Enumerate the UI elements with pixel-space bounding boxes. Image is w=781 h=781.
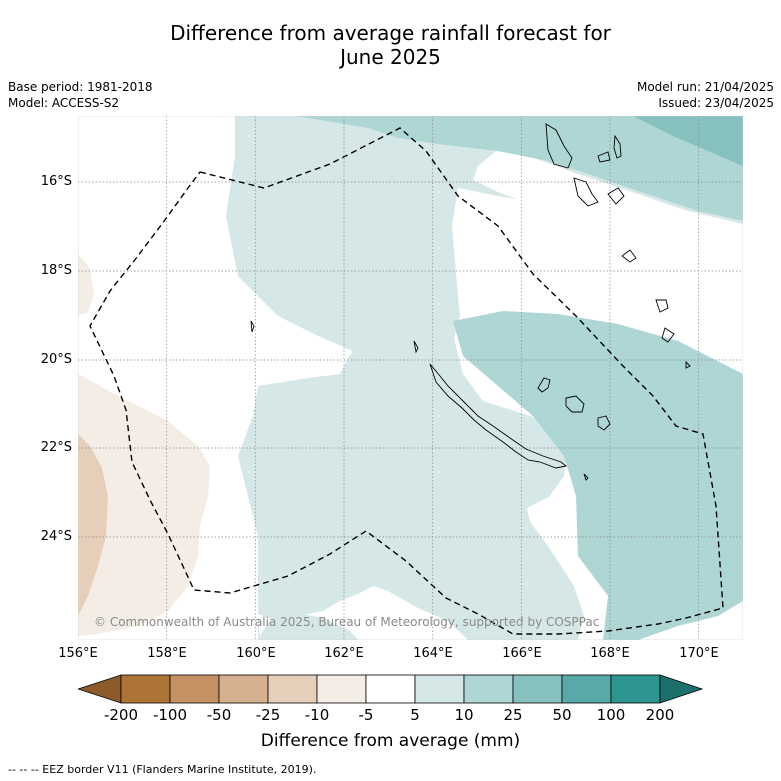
rainfall-map: © Commonwealth of Australia 2025, Bureau… xyxy=(78,116,743,640)
new-caledonia-coastline xyxy=(429,363,568,469)
colorbar-segment xyxy=(218,674,269,704)
model-run-text: Model run: 21/04/2025 xyxy=(636,80,774,94)
lon-label-162e: 162°E xyxy=(324,646,364,661)
lat-label-24s: 24°S xyxy=(40,529,72,544)
colorbar-tick-200: 200 xyxy=(645,706,675,724)
loyalty-island-3 xyxy=(597,415,611,431)
colorbar-tick-50: 50 xyxy=(552,706,572,724)
map-gridlines xyxy=(78,116,743,640)
vanuatu-espiritu-santo xyxy=(545,123,573,169)
lon-label-168e: 168°E xyxy=(590,646,630,661)
map-title-line-2: June 2025 xyxy=(340,45,441,69)
colorbar-segment xyxy=(463,674,514,704)
vanuatu-island-2 xyxy=(613,134,622,159)
lat-label-22s: 22°S xyxy=(40,440,72,455)
anomaly-region-minus-25-to-minus-10 xyxy=(78,434,108,616)
vanuatu-island-5 xyxy=(607,187,625,205)
colorbar-extend-low xyxy=(78,674,122,704)
colorbar-tick-25: 25 xyxy=(503,706,523,724)
colorbar-segment xyxy=(365,674,416,704)
lon-label-164e: 164°E xyxy=(413,646,453,661)
map-title-line-1: Difference from average rainfall forecas… xyxy=(170,21,611,45)
colorbar-tick-minus-10: -10 xyxy=(304,706,330,724)
small-island-south xyxy=(583,473,589,481)
anomaly-region-5-to-10-south xyxy=(258,612,358,640)
colorbar-label: Difference from average (mm) xyxy=(260,731,521,751)
eez-border xyxy=(89,127,724,635)
colorbar-segment xyxy=(561,674,612,704)
loyalty-island-2 xyxy=(565,395,585,413)
colorbar-tick-100: 100 xyxy=(596,706,626,724)
issued-text: Issued: 23/04/2025 xyxy=(658,96,774,110)
colorbar-segment xyxy=(414,674,465,704)
base-period-text: Base period: 1981-2018 xyxy=(8,80,153,94)
lon-label-160e: 160°E xyxy=(236,646,276,661)
model-text: Model: ACCESS-S2 xyxy=(8,96,120,110)
vanuatu-aneityum xyxy=(685,360,691,369)
colorbar-segment xyxy=(169,674,220,704)
copyright-text: © Commonwealth of Australia 2025, Bureau… xyxy=(94,615,599,629)
colorbar-tick-minus-50: -50 xyxy=(206,706,232,724)
colorbar-extend-high xyxy=(659,674,704,704)
lat-label-20s: 20°S xyxy=(40,352,72,367)
colorbar-segment xyxy=(267,674,318,704)
colorbar-tick-minus-25: -25 xyxy=(255,706,281,724)
anomaly-region-minus-10-to-minus-5-west xyxy=(78,254,94,316)
anomaly-region-5-to-10 xyxy=(226,116,743,640)
coastlines xyxy=(250,123,691,481)
colorbar-tick-minus-200: -200 xyxy=(103,706,139,724)
anomaly-region-25-to-50-north xyxy=(633,116,743,166)
colorbar xyxy=(78,674,704,704)
lon-label-170e: 170°E xyxy=(679,646,719,661)
lon-label-156e: 156°E xyxy=(58,646,98,661)
loyalty-island-1 xyxy=(537,377,551,393)
colorbar-tick-minus-100: -100 xyxy=(152,706,188,724)
vanuatu-erromango xyxy=(661,327,675,343)
colorbar-segment xyxy=(316,674,367,704)
lat-label-16s: 16°S xyxy=(40,174,72,189)
vanuatu-tanna xyxy=(655,299,669,313)
chesterfield-islet xyxy=(250,320,255,333)
anomaly-region-10-to-25-north xyxy=(296,116,743,221)
anomaly-region-10-to-25-southeast xyxy=(453,311,743,640)
lon-label-166e: 166°E xyxy=(502,646,542,661)
colorbar-segment xyxy=(610,674,661,704)
anomaly-region-minus-10-to-minus-5-southwest xyxy=(78,374,210,636)
vanuatu-malakula xyxy=(573,177,599,207)
anomaly-region-near-normal-east xyxy=(473,151,743,247)
colorbar-segment xyxy=(120,674,171,704)
colorbar-tick-5: 5 xyxy=(410,706,420,724)
colorbar-tick-minus-5: -5 xyxy=(358,706,374,724)
lat-label-18s: 18°S xyxy=(40,263,72,278)
colorbar-tick-10: 10 xyxy=(454,706,474,724)
vanuatu-island-3 xyxy=(597,151,611,163)
island-east-new-caledonia xyxy=(413,340,419,354)
vanuatu-efate xyxy=(621,249,637,263)
eez-legend-footnote: -- -- -- EEZ border V11 (Flanders Marine… xyxy=(8,763,317,776)
lon-label-158e: 158°E xyxy=(147,646,187,661)
colorbar-segment xyxy=(512,674,563,704)
